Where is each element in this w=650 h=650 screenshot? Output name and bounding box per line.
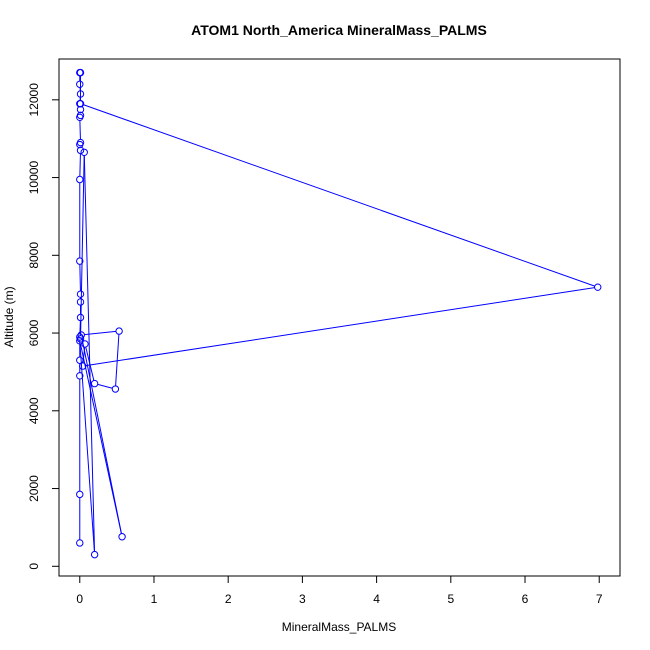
series-segment <box>79 343 95 552</box>
y-axis-label: Altitude (m) <box>2 286 16 347</box>
data-point <box>76 335 85 343</box>
x-tick-label: 1 <box>151 592 158 606</box>
data-point <box>90 550 99 559</box>
data-point <box>76 313 85 322</box>
data-point <box>76 290 85 298</box>
plot-area <box>76 68 602 559</box>
y-tick-label: 10000 <box>27 161 41 195</box>
y-tick-label: 4000 <box>27 397 41 424</box>
series-segment <box>84 330 116 336</box>
data-point <box>76 175 84 184</box>
data-point <box>76 100 85 108</box>
x-tick-label: 2 <box>225 592 232 606</box>
series-segment <box>115 334 120 386</box>
data-point <box>76 68 85 77</box>
series-segment <box>83 104 595 287</box>
chart-title: ATOM1 North_America MineralMass_PALMS <box>191 22 487 38</box>
y-axis: 0 2000 4000 6000 8000 10000 12000 <box>27 83 60 570</box>
plot-frame <box>58 58 621 577</box>
series-segment <box>79 120 81 140</box>
data-point <box>79 362 87 370</box>
data-point <box>76 138 85 147</box>
data-point <box>76 105 85 114</box>
y-tick-label: 8000 <box>27 242 41 269</box>
x-tick-label: 0 <box>76 592 83 606</box>
data-point <box>76 146 85 155</box>
x-tick-label: 7 <box>596 592 603 606</box>
data-point <box>111 385 120 393</box>
series-segment <box>83 155 96 552</box>
x-tick-label: 3 <box>299 592 306 606</box>
data-point <box>76 490 84 499</box>
data-point <box>76 90 85 98</box>
data-point <box>594 283 602 291</box>
data-point <box>76 372 84 380</box>
x-tick-label: 4 <box>373 592 380 606</box>
data-point <box>76 257 84 265</box>
data-point <box>118 533 126 541</box>
y-tick-label: 2000 <box>27 475 41 502</box>
series-segment <box>79 153 81 177</box>
x-tick-label: 5 <box>447 592 454 606</box>
series-segment <box>79 264 81 291</box>
x-tick-label: 6 <box>522 592 529 606</box>
y-tick-label: 6000 <box>27 319 41 346</box>
series-segment <box>80 155 85 336</box>
y-tick-label: 12000 <box>27 83 41 117</box>
data-point <box>115 327 123 335</box>
series-segment <box>97 383 113 389</box>
data-point <box>76 539 84 547</box>
data-point <box>76 80 84 88</box>
data-point <box>76 298 85 306</box>
y-tick-label: 0 <box>27 563 41 570</box>
x-axis-label: MineralMass_PALMS <box>282 620 396 634</box>
data-point <box>80 148 88 156</box>
data-point <box>90 379 99 388</box>
data-point <box>76 356 84 364</box>
series-segment <box>79 343 122 534</box>
x-axis: 0 1 2 3 4 5 6 7 <box>76 575 603 606</box>
series-segment <box>85 287 595 367</box>
data-point <box>76 111 85 120</box>
